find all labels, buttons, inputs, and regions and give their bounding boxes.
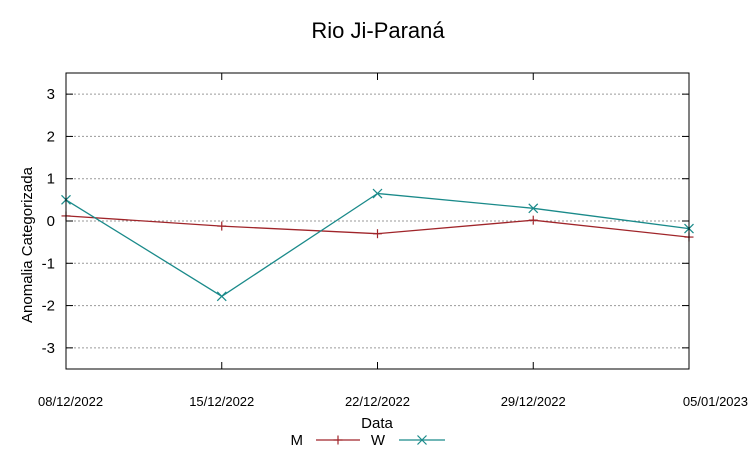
y-tick-label: 0 — [47, 213, 55, 230]
y-tick-label: -3 — [42, 340, 55, 357]
chart-title: Rio Ji-Paraná — [311, 18, 445, 43]
legend-marker-w — [417, 435, 427, 445]
x-tick-label: 05/01/2023 — [683, 394, 748, 409]
legend-label-m: M — [291, 432, 304, 449]
data-point-w — [216, 291, 227, 302]
y-tick-label: 3 — [47, 86, 55, 103]
y-axis-ticks: -3 -2 -1 0 1 2 3 — [42, 86, 689, 357]
y-tick-label: -1 — [42, 255, 55, 272]
y-tick-label: -2 — [42, 298, 55, 315]
plot-area-frame — [65, 72, 690, 370]
x-axis-ticks: 08/12/2022 15/12/2022 22/12/2022 29/12/2022… — [38, 73, 748, 409]
series-lines — [61, 188, 694, 302]
x-tick-label: 29/12/2022 — [501, 394, 566, 409]
grid-lines — [66, 93, 689, 349]
x-axis-label: Data — [361, 415, 393, 432]
y-tick-label: 1 — [47, 171, 55, 188]
x-tick-label: 22/12/2022 — [345, 394, 410, 409]
data-point-w — [528, 203, 539, 214]
x-tick-label: 15/12/2022 — [189, 394, 254, 409]
series-line-w — [65, 192, 690, 298]
y-tick-label: 2 — [47, 128, 55, 145]
x-tick-label: 08/12/2022 — [38, 394, 103, 409]
data-point-w — [372, 188, 383, 199]
legend-label-w: W — [371, 432, 386, 449]
y-axis-label: Anomalia Categorizada — [19, 166, 36, 323]
